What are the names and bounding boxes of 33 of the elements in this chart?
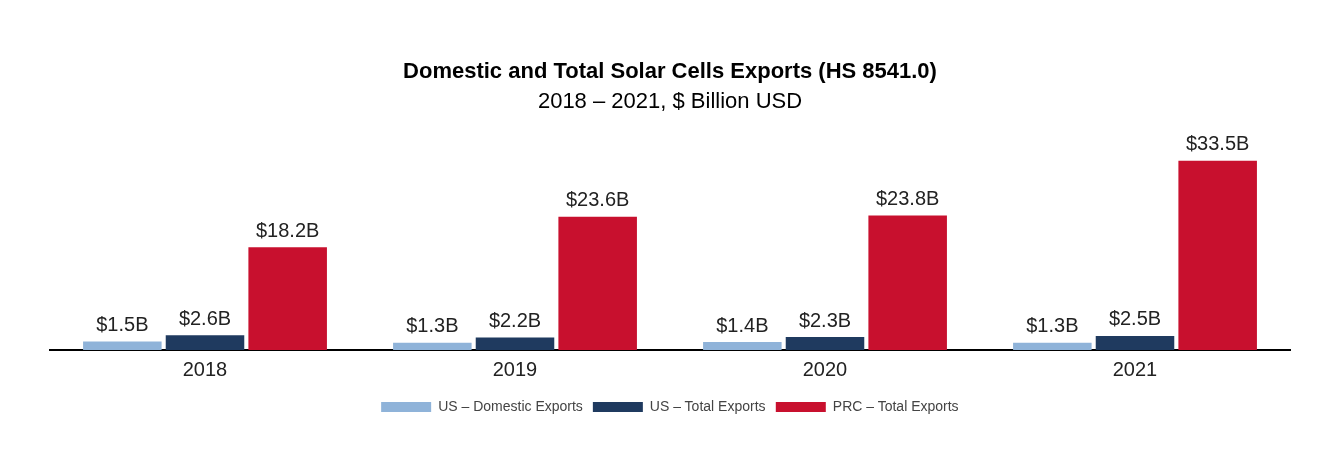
data-label: $18.2B	[255, 218, 320, 241]
x-tick-label: 2018	[182, 357, 228, 380]
bar	[248, 247, 327, 350]
data-label: $2.5B	[1108, 307, 1162, 330]
data-label: $1.3B	[1026, 314, 1079, 337]
legend-label: US – Domestic Exports	[438, 397, 583, 414]
legend-label: PRC – Total Exports	[832, 397, 959, 414]
data-label: $1.5B	[96, 313, 149, 336]
bar	[868, 215, 947, 350]
data-label: $2.6B	[178, 306, 232, 329]
bar	[1095, 335, 1175, 350]
data-label: $1.3B	[406, 314, 459, 337]
x-tick-label: 2019	[492, 357, 538, 380]
bar	[475, 337, 555, 350]
bar	[165, 335, 245, 350]
bar	[1013, 342, 1092, 350]
bar	[558, 216, 637, 350]
data-label: $23.8B	[875, 187, 940, 210]
data-label: $2.2B	[488, 309, 542, 332]
bar	[393, 342, 472, 350]
chart-title: Domestic and Total Solar Cells Exports (HS 8541.0)	[402, 58, 938, 84]
bar	[785, 337, 865, 350]
data-label: $2.3B	[798, 308, 852, 331]
bar	[703, 342, 782, 350]
legend-label: US – Total Exports	[649, 397, 766, 414]
data-label: $33.5B	[1185, 132, 1250, 155]
bar	[1178, 160, 1257, 350]
x-tick-label: 2020	[802, 357, 848, 380]
data-label: $1.4B	[716, 313, 769, 336]
x-tick-label: 2021	[1112, 357, 1158, 380]
bar	[83, 341, 162, 350]
chart-subtitle: 2018 – 2021, $ Billion USD	[536, 88, 804, 114]
data-label: $23.6B	[565, 188, 630, 211]
